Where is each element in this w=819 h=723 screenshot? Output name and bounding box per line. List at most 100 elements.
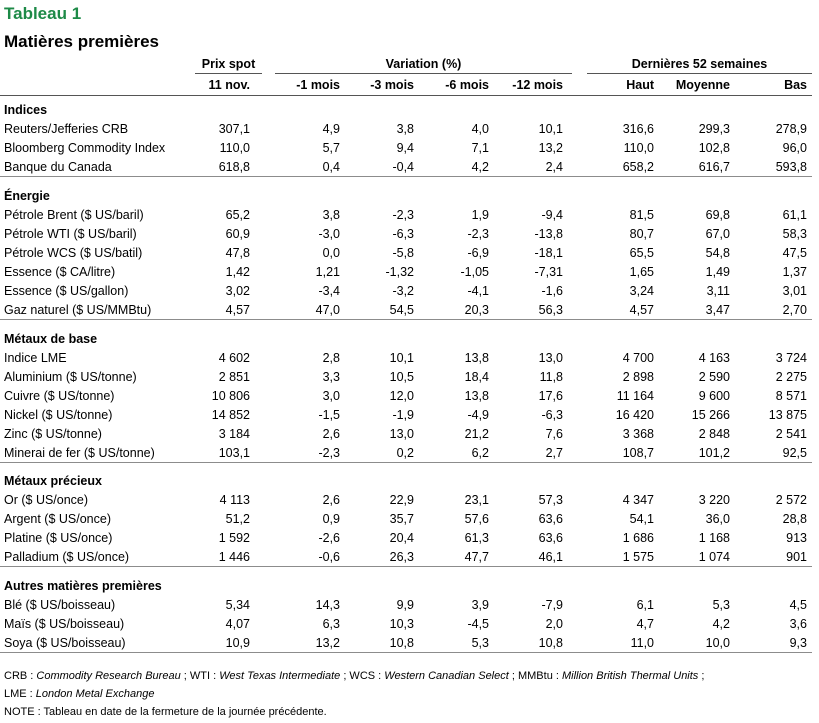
footnote-term: Million British Thermal Units xyxy=(562,670,699,682)
cell-value: 0,0 xyxy=(322,246,340,260)
cell-value: 4 113 xyxy=(219,493,250,507)
cell-value: 10,8 xyxy=(389,636,414,650)
cell-value: 13,8 xyxy=(464,351,489,365)
group-header: Variation (%) xyxy=(385,57,462,71)
cell-value: 69,8 xyxy=(705,208,730,222)
cell-value: -4,9 xyxy=(467,408,489,422)
section-rule xyxy=(0,462,812,463)
column-header: -1 mois xyxy=(296,78,340,92)
cell-value: 1 168 xyxy=(698,531,730,545)
cell-value: 13,2 xyxy=(538,141,563,155)
section-rule xyxy=(0,319,812,320)
column-header: -3 mois xyxy=(370,78,414,92)
cell-value: 13 875 xyxy=(768,408,807,422)
cell-value: 1,37 xyxy=(782,265,807,279)
table-label: Tableau 1 xyxy=(4,4,82,23)
cell-value: 3 184 xyxy=(218,427,250,441)
group-rule xyxy=(195,73,262,74)
row-label: Blé ($ US/boisseau) xyxy=(4,598,116,612)
cell-value: 110,0 xyxy=(623,141,654,155)
cell-value: 10,0 xyxy=(705,636,730,650)
cell-value: 57,6 xyxy=(464,512,489,526)
cell-value: -7,31 xyxy=(534,265,564,279)
row-label: Or ($ US/once) xyxy=(4,493,89,507)
cell-value: -7,9 xyxy=(541,598,563,612)
cell-value: 3,8 xyxy=(322,208,340,222)
cell-value: 4 602 xyxy=(218,351,250,365)
cell-value: 36,0 xyxy=(705,512,730,526)
cell-value: 10,8 xyxy=(538,636,563,650)
group-rule xyxy=(587,73,812,74)
cell-value: 3 724 xyxy=(775,351,807,365)
cell-value: 593,8 xyxy=(775,160,807,174)
cell-value: 15 266 xyxy=(691,408,730,422)
row-label: Minerai de fer ($ US/tonne) xyxy=(4,446,155,460)
footnote-text: CRB : xyxy=(4,670,37,682)
cell-value: 1,21 xyxy=(315,265,340,279)
row-label: Platine ($ US/once) xyxy=(4,531,113,545)
cell-value: 47,5 xyxy=(782,246,807,260)
cell-value: 2,8 xyxy=(322,351,340,365)
cell-value: 56,3 xyxy=(538,303,563,317)
cell-value: 65,5 xyxy=(629,246,654,260)
cell-value: 47,0 xyxy=(315,303,340,317)
cell-value: 54,5 xyxy=(389,303,414,317)
cell-value: 618,8 xyxy=(218,160,250,174)
cell-value: 0,2 xyxy=(396,446,414,460)
cell-value: 2 590 xyxy=(698,370,730,384)
cell-value: 9,3 xyxy=(789,636,807,650)
cell-value: 92,5 xyxy=(782,446,807,460)
row-label: Gaz naturel ($ US/MMBtu) xyxy=(4,303,152,317)
cell-value: -6,9 xyxy=(467,246,489,260)
section-title: Métaux précieux xyxy=(4,474,102,488)
cell-value: 81,5 xyxy=(629,208,654,222)
section-title: Énergie xyxy=(4,189,50,203)
cell-value: 96,0 xyxy=(782,141,807,155)
row-label: Indice LME xyxy=(4,351,67,365)
cell-value: 0,4 xyxy=(322,160,340,174)
cell-value: 5,3 xyxy=(471,636,489,650)
row-label: Pétrole WCS ($ US/batil) xyxy=(4,246,143,260)
row-label: Essence ($ CA/litre) xyxy=(4,265,116,279)
cell-value: 2 898 xyxy=(622,370,654,384)
cell-value: 316,6 xyxy=(622,122,654,136)
cell-value: 2,4 xyxy=(545,160,563,174)
footnote: NOTE : Tableau en date de la fermeture d… xyxy=(4,705,327,719)
row-label: Nickel ($ US/tonne) xyxy=(4,408,113,422)
cell-value: 1 446 xyxy=(218,550,250,564)
cell-value: 110,0 xyxy=(219,141,250,155)
cell-value: -6,3 xyxy=(541,408,563,422)
cell-value: 10,1 xyxy=(538,122,563,136)
cell-value: 10,9 xyxy=(225,636,250,650)
footnote: LME : London Metal Exchange xyxy=(4,687,154,701)
cell-value: 9 600 xyxy=(698,389,730,403)
cell-value: 7,6 xyxy=(545,427,563,441)
cell-value: 9,4 xyxy=(396,141,414,155)
cell-value: 8 571 xyxy=(775,389,807,403)
cell-value: -4,5 xyxy=(467,617,489,631)
cell-value: 307,1 xyxy=(218,122,250,136)
footnote-text: ; xyxy=(698,670,705,682)
cell-value: 4,07 xyxy=(225,617,250,631)
section-rule xyxy=(0,652,812,653)
footnote-text: ; WCS : xyxy=(340,670,385,682)
footnote-term: Western Canadian Select xyxy=(384,670,509,682)
cell-value: 2 572 xyxy=(775,493,807,507)
row-label: Aluminium ($ US/tonne) xyxy=(4,370,137,384)
footnote-text: ; MMBtu : xyxy=(508,670,562,682)
cell-value: 1 074 xyxy=(698,550,730,564)
cell-value: 3,01 xyxy=(782,284,807,298)
cell-value: 63,6 xyxy=(538,531,563,545)
cell-value: -5,8 xyxy=(392,246,414,260)
cell-value: 4,2 xyxy=(712,617,730,631)
cell-value: 4,57 xyxy=(225,303,250,317)
cell-value: 2,70 xyxy=(782,303,807,317)
cell-value: 22,9 xyxy=(389,493,414,507)
cell-value: 2 848 xyxy=(698,427,730,441)
cell-value: 6,1 xyxy=(636,598,654,612)
cell-value: 12,0 xyxy=(389,389,414,403)
row-label: Argent ($ US/once) xyxy=(4,512,111,526)
cell-value: 1 592 xyxy=(218,531,250,545)
footnote-text: ; WTI : xyxy=(180,670,220,682)
cell-value: -1,9 xyxy=(392,408,414,422)
